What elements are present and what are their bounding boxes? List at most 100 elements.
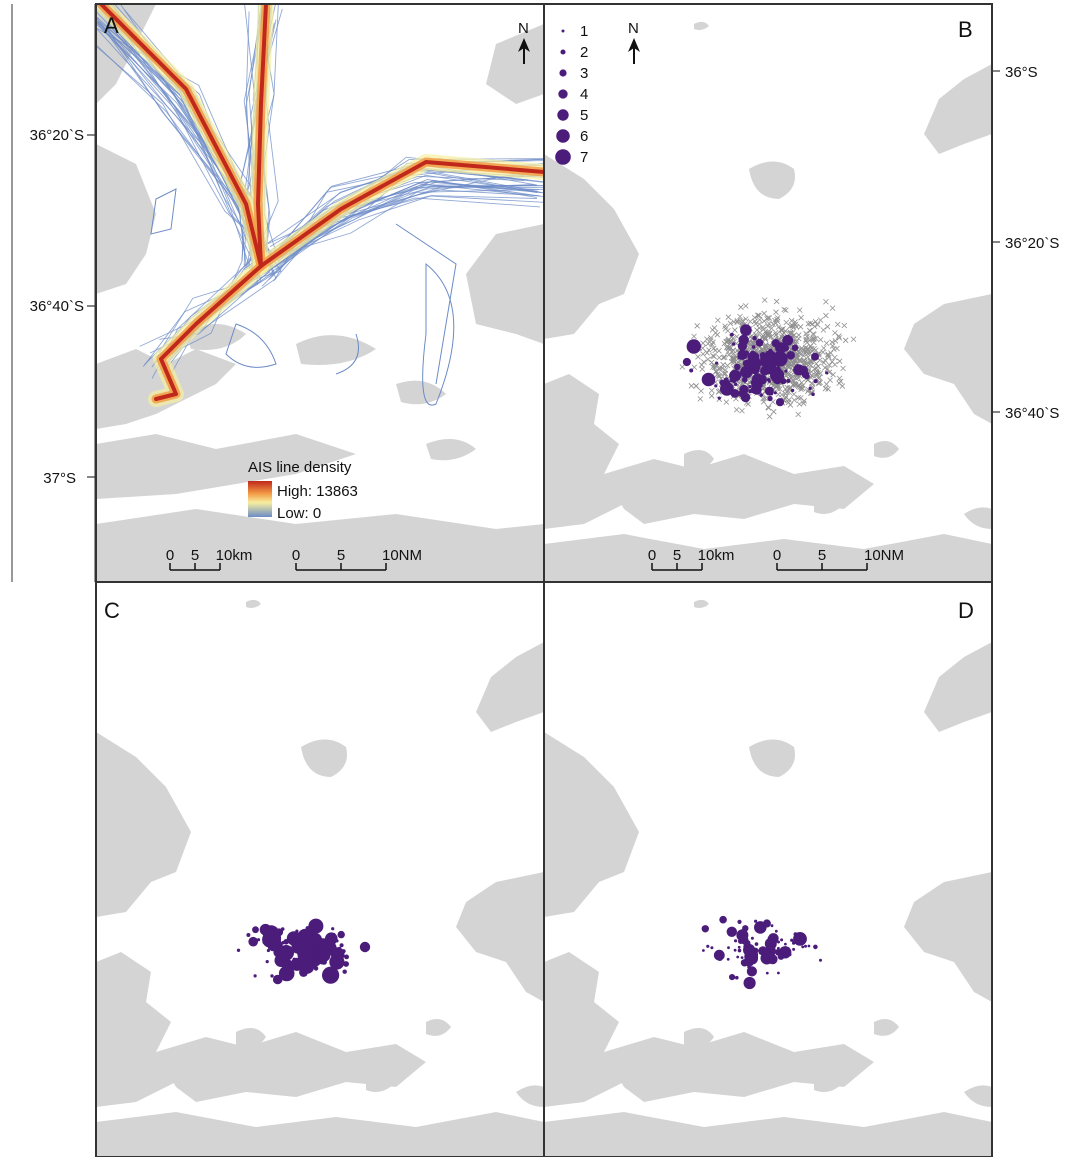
observation-point (727, 946, 730, 950)
effort-cross (834, 321, 841, 328)
effort-cross (774, 316, 780, 323)
effort-cross (787, 402, 794, 408)
effort-cross (807, 343, 814, 349)
land-shape (96, 732, 191, 917)
observation-point (766, 943, 774, 950)
observation-point (762, 354, 766, 358)
effort-cross (717, 365, 723, 371)
observation-point (301, 953, 305, 957)
effort-cross (794, 353, 800, 360)
land-shape (814, 499, 842, 514)
observation-point (804, 944, 807, 948)
effort-cross (803, 338, 809, 344)
observation-point (770, 934, 775, 939)
effort-cross (725, 338, 731, 344)
scale-b-nm-0: 0 (773, 547, 781, 564)
effort-cross (706, 347, 712, 353)
effort-cross (725, 314, 732, 320)
density-legend-high: High: 13863 (277, 483, 358, 500)
land-shape (96, 1112, 544, 1157)
observation-point (738, 389, 747, 398)
observation-point (758, 946, 768, 956)
observation-point (782, 334, 794, 346)
observation-point (780, 938, 784, 942)
scale-b-km-0: 0 (648, 547, 656, 564)
land-shape (904, 560, 934, 576)
effort-cross (733, 406, 740, 413)
observation-point (305, 940, 313, 948)
observation-point (341, 949, 346, 954)
observation-point (331, 927, 335, 931)
observation-point (775, 398, 785, 407)
ais-track (225, 323, 277, 368)
effort-cross (800, 400, 807, 407)
observation-point (266, 948, 270, 953)
scale-b-km-10: 10km (698, 547, 735, 564)
observation-point (342, 969, 347, 974)
effort-cross (829, 305, 836, 311)
effort-cross (850, 336, 857, 343)
observation-point (793, 364, 805, 376)
land-shape (246, 599, 261, 608)
effort-cross (743, 316, 749, 322)
observation-point (726, 926, 737, 937)
effort-cross (782, 386, 789, 392)
panel-c-points (236, 918, 371, 985)
observation-point (319, 945, 332, 958)
effort-cross (828, 350, 834, 356)
effort-cross (761, 297, 768, 303)
effort-cross (835, 333, 842, 339)
observation-point (253, 974, 257, 978)
effort-cross (796, 401, 803, 407)
effort-cross (737, 313, 743, 320)
observation-point (774, 929, 778, 933)
effort-cross (773, 309, 779, 315)
observation-point (719, 915, 727, 924)
observation-point (337, 930, 345, 939)
effort-cross (798, 384, 805, 391)
effort-cross (694, 323, 700, 329)
effort-cross (807, 350, 813, 356)
size-legend-label: 4 (580, 86, 588, 103)
ais-density-core (256, 4, 268, 268)
effort-cross (836, 335, 843, 341)
land-shape (924, 64, 992, 154)
effort-cross (832, 361, 838, 368)
effort-cross (788, 330, 794, 336)
land-shape (296, 335, 376, 365)
size-legend-label: 7 (580, 149, 588, 166)
lat-label-a-3: 37°S (43, 470, 76, 487)
effort-cross (762, 395, 768, 402)
effort-cross (762, 336, 769, 343)
observation-point (714, 384, 718, 388)
size-legend-dot (560, 49, 566, 55)
effort-cross (732, 327, 738, 333)
observation-point (751, 969, 754, 973)
ais-track (395, 223, 457, 385)
land-shape (456, 872, 544, 1002)
observation-point (281, 941, 285, 945)
observation-point (813, 379, 818, 384)
observation-point (747, 352, 758, 363)
observation-point (779, 349, 783, 354)
effort-cross (798, 351, 804, 358)
size-legend-dot (559, 69, 567, 77)
effort-cross (697, 396, 704, 402)
observation-point (792, 941, 796, 945)
effort-cross (753, 320, 759, 327)
observation-point (748, 385, 752, 389)
effort-cross (773, 329, 779, 336)
effort-cross (803, 336, 809, 343)
effort-cross (722, 370, 729, 377)
observation-point (767, 395, 773, 402)
observation-point (289, 962, 296, 970)
effort-cross (825, 351, 831, 358)
observation-point (733, 948, 737, 952)
effort-cross (738, 304, 744, 310)
observation-point (280, 927, 285, 931)
observation-point (343, 961, 349, 967)
effort-cross (837, 378, 844, 385)
effort-cross (772, 320, 779, 326)
effort-cross (701, 359, 707, 365)
ais-track (335, 333, 359, 375)
